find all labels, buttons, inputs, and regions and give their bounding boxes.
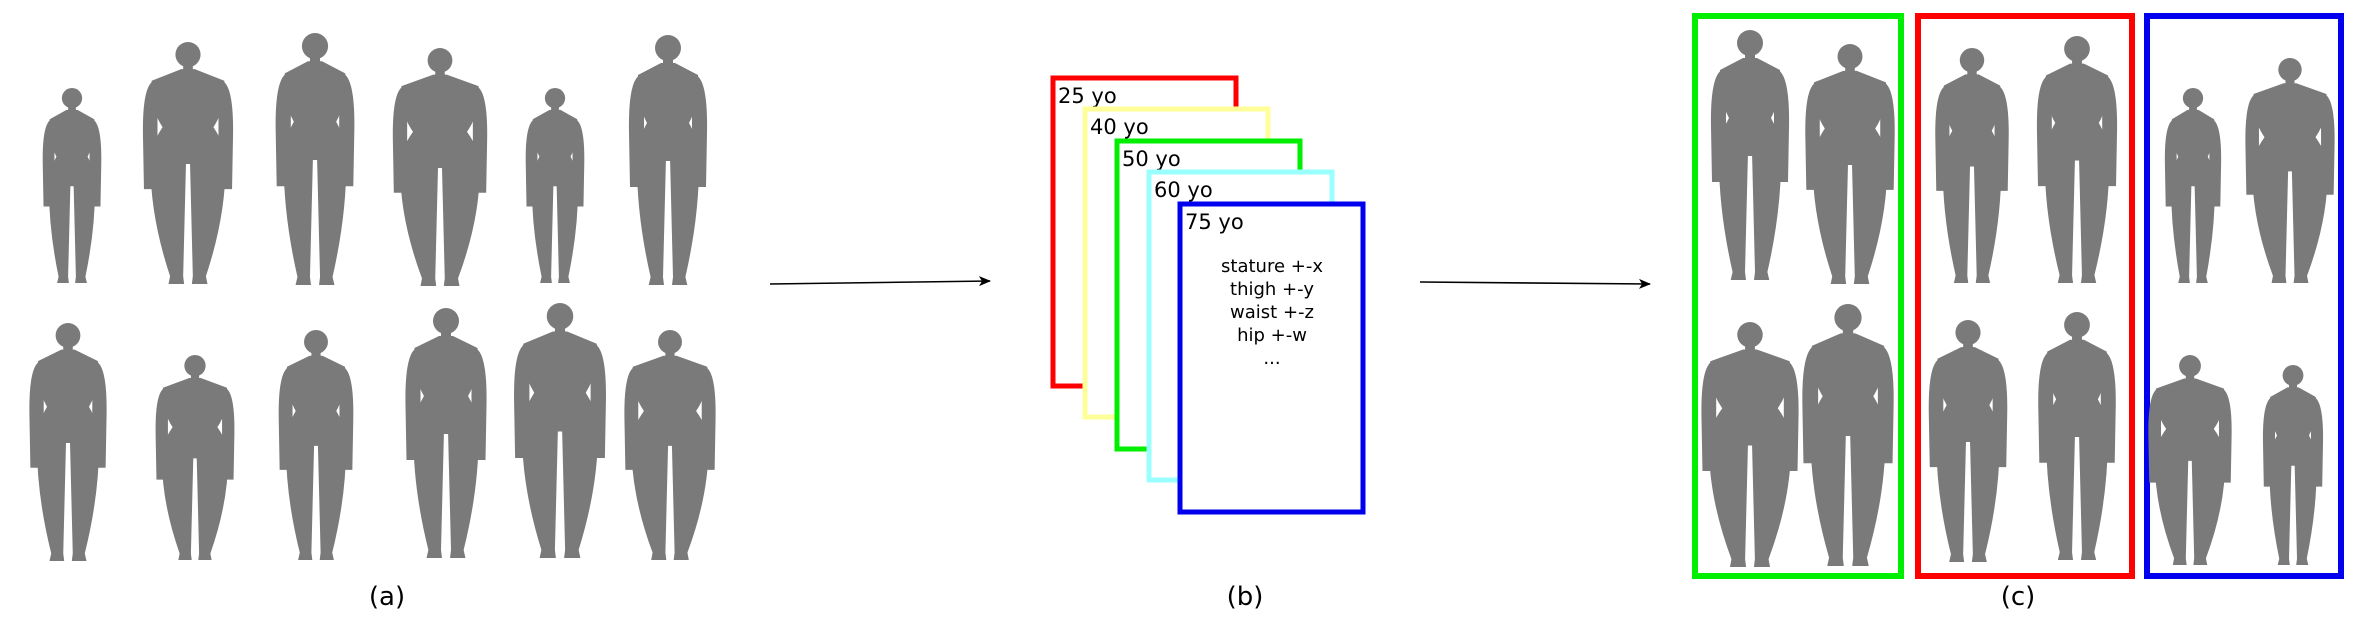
caption-b: (b) <box>1227 582 1264 612</box>
age-card-frame <box>1177 201 1366 515</box>
body-figure-icon <box>275 33 355 285</box>
age-card-label: 60 yo <box>1154 178 1213 202</box>
body-figure-icon <box>392 48 488 286</box>
cluster-group <box>1915 13 2135 579</box>
caption-c: (c) <box>2001 582 2036 612</box>
panel-c-groups <box>1692 13 2344 579</box>
cluster-group <box>1692 13 1904 579</box>
age-card-label: 40 yo <box>1090 115 1149 139</box>
body-figure-icon <box>1805 44 1895 284</box>
panel-a-population <box>29 33 716 561</box>
panel-b-age-cards: 25 yo 40 yo 50 yo 60 yo 75 yo stature +-xthig… <box>1050 75 1366 515</box>
body-figure-icon <box>1802 304 1894 566</box>
body-figure-icon <box>2245 57 2335 283</box>
age-card-label: 75 yo <box>1185 210 1244 234</box>
body-figure-icon <box>1928 320 2008 562</box>
body-figure-icon <box>2164 88 2222 283</box>
cluster-frame <box>1915 13 2135 579</box>
body-figure-icon <box>2038 312 2116 560</box>
body-figure-icon <box>278 330 354 560</box>
cluster-frame <box>2144 13 2344 579</box>
cluster-frame <box>1692 13 1904 579</box>
body-figure-icon <box>42 88 102 283</box>
body-figure-icon <box>155 355 235 560</box>
age-card-label: 25 yo <box>1058 84 1117 108</box>
body-figure-icon <box>514 303 606 558</box>
body-figure-icon <box>1710 30 1790 280</box>
body-figure-icon <box>2262 365 2324 565</box>
body-figure-icon <box>1935 48 2009 283</box>
criteria-line: ... <box>1263 348 1280 369</box>
body-figure-icon <box>525 88 585 283</box>
body-figure-icon <box>29 323 107 561</box>
age-card-label: 50 yo <box>1122 147 1181 171</box>
age-card: 75 yo <box>1177 201 1366 515</box>
criteria-line: stature +-x <box>1221 256 1323 277</box>
body-figure-icon <box>142 42 234 284</box>
body-figure-icon <box>1701 322 1799 567</box>
body-figure-icon <box>628 35 708 285</box>
arrow-b-to-c <box>1419 278 1651 289</box>
body-figure-icon <box>2036 36 2118 283</box>
body-figure-icon <box>405 308 487 558</box>
criteria-line: waist +-z <box>1230 302 1314 323</box>
body-figure-icon <box>624 330 716 560</box>
criteria-line: thigh +-y <box>1230 279 1314 300</box>
body-figure-icon <box>2148 355 2232 565</box>
caption-a: (a) <box>369 582 405 612</box>
arrow-a-to-b <box>769 276 991 287</box>
criteria-line: hip +-w <box>1237 325 1307 346</box>
cluster-group <box>2144 13 2344 579</box>
